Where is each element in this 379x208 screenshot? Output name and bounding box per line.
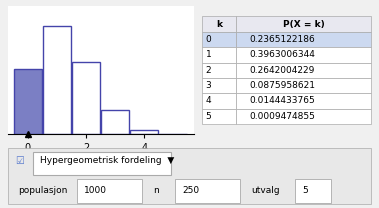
Text: 250: 250 xyxy=(182,186,199,195)
Text: μ = 1.25   σ = 0.96631: μ = 1.25 σ = 0.96631 xyxy=(54,162,166,172)
Bar xyxy=(72,62,100,134)
Bar xyxy=(130,130,158,134)
Text: populasjon: populasjon xyxy=(19,186,68,195)
Bar xyxy=(101,110,129,134)
Bar xyxy=(33,152,171,175)
Text: 1000: 1000 xyxy=(84,186,107,195)
Text: utvalg: utvalg xyxy=(251,186,280,195)
Text: ☑: ☑ xyxy=(15,156,23,166)
Bar xyxy=(175,179,240,203)
Bar xyxy=(77,179,142,203)
Bar xyxy=(295,179,331,203)
Text: n: n xyxy=(153,186,159,195)
Text: Hypergeometrisk fordeling  ▼: Hypergeometrisk fordeling ▼ xyxy=(40,156,175,165)
Text: 5: 5 xyxy=(302,186,308,195)
Bar xyxy=(14,69,42,134)
Bar xyxy=(43,26,71,134)
